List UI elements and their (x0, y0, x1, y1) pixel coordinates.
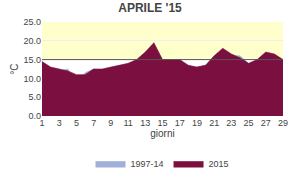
svg-text:0.0: 0.0 (28, 111, 41, 121)
svg-text:9: 9 (108, 118, 113, 128)
svg-text:19: 19 (192, 118, 202, 128)
svg-text:1997-14: 1997-14 (131, 159, 164, 169)
svg-text:5: 5 (74, 118, 79, 128)
svg-text:13: 13 (140, 118, 150, 128)
svg-text:2015: 2015 (209, 159, 229, 169)
svg-text:giorni: giorni (150, 128, 174, 139)
svg-text:29: 29 (278, 118, 288, 128)
svg-text:25: 25 (244, 118, 254, 128)
svg-text:27: 27 (261, 118, 271, 128)
svg-text:20.0: 20.0 (23, 36, 41, 46)
svg-text:15: 15 (157, 118, 167, 128)
svg-text:21: 21 (209, 118, 219, 128)
svg-text:APRILE '15: APRILE '15 (118, 1, 182, 15)
svg-text:11: 11 (123, 118, 132, 128)
svg-text:3: 3 (57, 118, 62, 128)
svg-text:10.0: 10.0 (23, 74, 41, 84)
svg-text:17: 17 (175, 118, 185, 128)
svg-text:23: 23 (226, 118, 236, 128)
svg-text:1: 1 (39, 118, 44, 128)
svg-text:15.0: 15.0 (23, 55, 41, 65)
svg-text:°C: °C (9, 63, 20, 74)
svg-text:7: 7 (91, 118, 96, 128)
svg-text:5.0: 5.0 (28, 92, 41, 102)
svg-text:25.0: 25.0 (23, 17, 41, 27)
